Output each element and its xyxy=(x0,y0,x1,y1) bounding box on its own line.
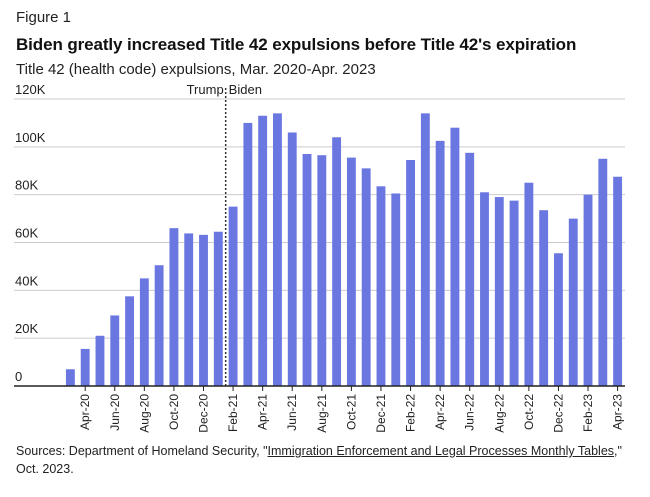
x-tick-label: Apr-22 xyxy=(433,394,447,430)
y-tick-label: 20K xyxy=(15,321,38,336)
bar xyxy=(450,127,460,386)
bar xyxy=(406,159,415,386)
bars xyxy=(65,113,623,387)
bar xyxy=(509,200,519,386)
x-tick-label: Dec-20 xyxy=(197,394,211,433)
bar xyxy=(154,265,164,386)
y-tick-label: 40K xyxy=(15,273,38,288)
bar xyxy=(228,206,238,386)
bar xyxy=(65,369,75,386)
bar xyxy=(125,296,134,386)
y-axis-ticks: 0 20K 40K 60K 80K 100K 120K xyxy=(15,82,46,384)
bar xyxy=(524,182,534,386)
bar xyxy=(110,315,120,386)
chart-subtitle: Title 42 (health code) expulsions, Mar. … xyxy=(16,61,376,78)
x-tick-label: Apr-20 xyxy=(78,394,92,430)
bar xyxy=(494,197,504,386)
x-tick-label: Feb-22 xyxy=(404,394,418,432)
bar-chart: 0 20K 40K 60K 80K 100K 120K Apr-20 Jun-20 Aug-20… xyxy=(14,82,625,433)
bar xyxy=(465,152,475,386)
x-tick-label: Jun-22 xyxy=(463,394,477,431)
chart-title: Biden greatly increased Title 42 expulsi… xyxy=(16,35,577,54)
bar xyxy=(80,348,90,386)
divider-right-label: Biden xyxy=(229,82,262,97)
x-tick-label: Feb-21 xyxy=(226,394,240,432)
bar xyxy=(184,233,194,386)
x-tick-label: Aug-20 xyxy=(137,394,151,433)
bar xyxy=(361,168,371,386)
y-tick-label: 0 xyxy=(15,369,22,384)
divider-left-label: Trump xyxy=(187,82,224,97)
bar xyxy=(317,155,327,386)
figure-label: Figure 1 xyxy=(16,9,72,26)
source-note: Sources: Department of Homeland Security… xyxy=(16,442,626,478)
bar xyxy=(539,210,549,386)
x-tick-label: Aug-22 xyxy=(492,394,506,433)
x-tick-label: Dec-21 xyxy=(374,394,388,433)
source-prefix: Sources: Department of Homeland Security… xyxy=(16,444,268,458)
x-tick-label: Dec-22 xyxy=(551,394,565,433)
bar xyxy=(139,278,149,386)
bar xyxy=(435,140,445,386)
bar xyxy=(258,115,268,386)
x-tick-label: Jun-21 xyxy=(285,394,299,431)
bar xyxy=(273,113,282,386)
source-suffix: ," Oct. 2023. xyxy=(16,444,622,476)
x-tick-label: Apr-23 xyxy=(611,394,625,430)
y-tick-label: 60K xyxy=(15,226,38,241)
bar xyxy=(568,218,578,386)
bar xyxy=(554,253,563,386)
y-tick-label: 120K xyxy=(15,82,46,97)
x-tick-label: Oct-20 xyxy=(167,394,181,430)
administration-divider: Trump Biden xyxy=(187,82,262,386)
bar xyxy=(598,158,608,386)
bar xyxy=(302,154,312,386)
bar xyxy=(346,157,356,386)
x-axis-ticks: Apr-20 Jun-20 Aug-20 Oct-20 Dec-20 Feb-21 Apr-… xyxy=(78,386,625,433)
bar xyxy=(287,132,297,386)
bar xyxy=(243,122,253,387)
y-tick-label: 80K xyxy=(15,178,38,193)
bar xyxy=(480,192,489,386)
bar xyxy=(376,186,386,386)
bar xyxy=(583,194,593,386)
bar xyxy=(199,234,208,386)
x-tick-label: Oct-22 xyxy=(522,394,536,430)
source-link[interactable]: Immigration Enforcement and Legal Proces… xyxy=(267,444,615,458)
bar xyxy=(613,176,623,386)
x-tick-label: Apr-21 xyxy=(256,394,270,430)
bar xyxy=(391,193,401,386)
x-tick-label: Oct-21 xyxy=(344,394,358,430)
x-tick-label: Aug-21 xyxy=(315,394,329,433)
bar xyxy=(95,335,105,386)
bar xyxy=(169,228,179,386)
x-tick-label: Jun-20 xyxy=(108,394,122,431)
y-tick-label: 100K xyxy=(15,130,46,145)
bar xyxy=(420,113,430,386)
bar xyxy=(213,231,223,386)
bar xyxy=(332,137,342,386)
x-tick-label: Feb-23 xyxy=(581,394,595,432)
